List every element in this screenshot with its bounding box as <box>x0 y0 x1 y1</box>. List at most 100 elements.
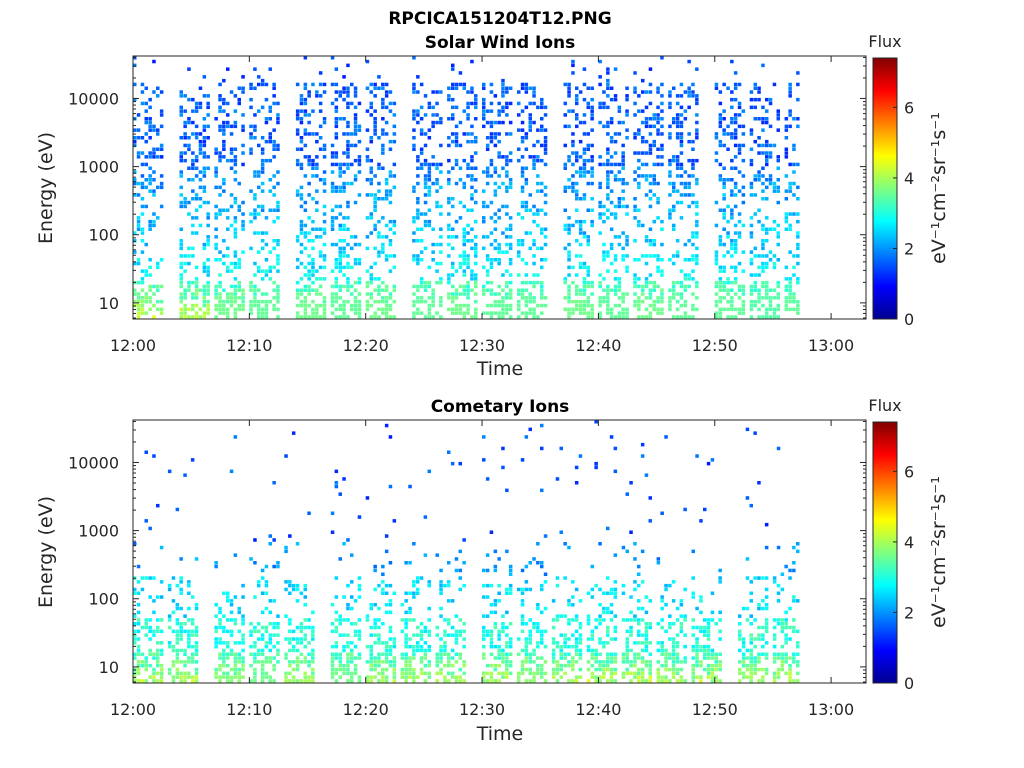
flux-cell <box>730 280 734 285</box>
flux-cell <box>470 174 474 178</box>
flux-cell <box>524 166 529 170</box>
flux-cell <box>299 219 304 224</box>
flux-cell <box>679 660 684 664</box>
flux-cell <box>179 292 183 296</box>
flux-cell <box>733 120 738 125</box>
flux-cell <box>462 204 466 209</box>
flux-cell <box>264 629 269 634</box>
flux-cell <box>408 637 412 641</box>
flux-cell <box>179 648 183 653</box>
flux-cell <box>295 583 300 588</box>
flux-cell <box>148 288 152 292</box>
flux-cell <box>381 132 385 136</box>
flux-cell <box>532 307 536 312</box>
flux-cell <box>598 200 602 205</box>
flux-cell <box>322 277 327 281</box>
flux-cell <box>140 307 145 312</box>
flux-cell <box>679 82 684 87</box>
flux-cell <box>741 185 746 190</box>
flux-cell <box>272 599 276 603</box>
flux-cell <box>594 648 598 653</box>
flux-cell <box>753 618 757 622</box>
flux-cell <box>191 246 195 251</box>
flux-cell <box>388 484 393 489</box>
flux-cell <box>334 667 339 672</box>
flux-cell <box>532 219 536 224</box>
flux-cell <box>648 288 653 292</box>
flux-cell <box>175 629 180 634</box>
flux-cell <box>272 143 276 148</box>
flux-cell <box>322 204 327 209</box>
flux-cell <box>582 113 587 117</box>
flux-cell <box>474 280 478 285</box>
flux-cell <box>159 90 164 94</box>
flux-cell <box>788 94 792 98</box>
flux-cell <box>307 158 311 163</box>
flux-cell <box>462 583 466 588</box>
flux-cell <box>733 250 738 254</box>
flux-cell <box>334 595 339 599</box>
flux-cell <box>229 292 234 296</box>
flux-cell <box>578 633 583 637</box>
flux-cell <box>563 124 567 129</box>
flux-cell <box>714 132 719 136</box>
flux-cell <box>423 212 428 216</box>
flux-cell <box>672 117 676 121</box>
flux-cell <box>485 109 490 113</box>
flux-cell <box>768 97 773 102</box>
flux-cell <box>295 147 300 151</box>
flux-cell <box>322 178 327 182</box>
flux-cell <box>284 637 288 641</box>
flux-cell <box>485 663 490 668</box>
flux-cell <box>268 265 272 270</box>
flux-cell <box>586 296 590 300</box>
flux-cell <box>342 618 346 622</box>
flux-cell <box>159 641 164 645</box>
flux-cell <box>528 587 532 592</box>
flux-cell <box>644 239 649 243</box>
flux-cell <box>699 675 703 679</box>
flux-cell <box>226 656 230 660</box>
flux-cell <box>299 162 304 167</box>
flux-cell <box>373 132 377 136</box>
y-tick-label: 100 <box>88 226 119 245</box>
flux-cell <box>617 109 622 113</box>
flux-cell <box>194 136 199 140</box>
flux-cell <box>183 629 187 634</box>
flux-cell <box>447 280 451 285</box>
flux-cell <box>703 625 707 630</box>
flux-cell <box>489 90 494 94</box>
flux-cell <box>718 311 723 315</box>
flux-cell <box>365 269 370 273</box>
flux-cell <box>687 139 691 144</box>
flux-cell <box>431 162 435 167</box>
flux-cell <box>315 269 319 273</box>
flux-cell <box>749 147 754 151</box>
flux-cell <box>450 599 455 603</box>
flux-cell <box>543 113 548 117</box>
flux-cell <box>679 113 684 117</box>
flux-cell <box>613 656 618 660</box>
flux-cell <box>788 82 792 87</box>
flux-cell <box>140 587 145 592</box>
flux-cell <box>722 216 726 220</box>
flux-cell <box>648 101 653 106</box>
flux-cell <box>412 86 416 90</box>
flux-cell <box>598 216 602 220</box>
flux-cell <box>346 277 350 281</box>
flux-cell <box>167 587 172 592</box>
flux-cell <box>365 193 370 197</box>
flux-cell <box>222 311 226 315</box>
flux-cell <box>648 82 653 87</box>
flux-cell <box>660 109 664 113</box>
flux-cell <box>753 656 757 660</box>
flux-cell <box>691 671 695 676</box>
flux-cell <box>222 208 226 212</box>
flux-cell <box>578 675 583 679</box>
flux-cell <box>233 315 238 319</box>
flux-cell <box>613 162 618 167</box>
flux-cell <box>369 603 373 607</box>
flux-cell <box>353 258 358 262</box>
flux-cell <box>613 269 618 273</box>
flux-cell <box>749 303 754 308</box>
